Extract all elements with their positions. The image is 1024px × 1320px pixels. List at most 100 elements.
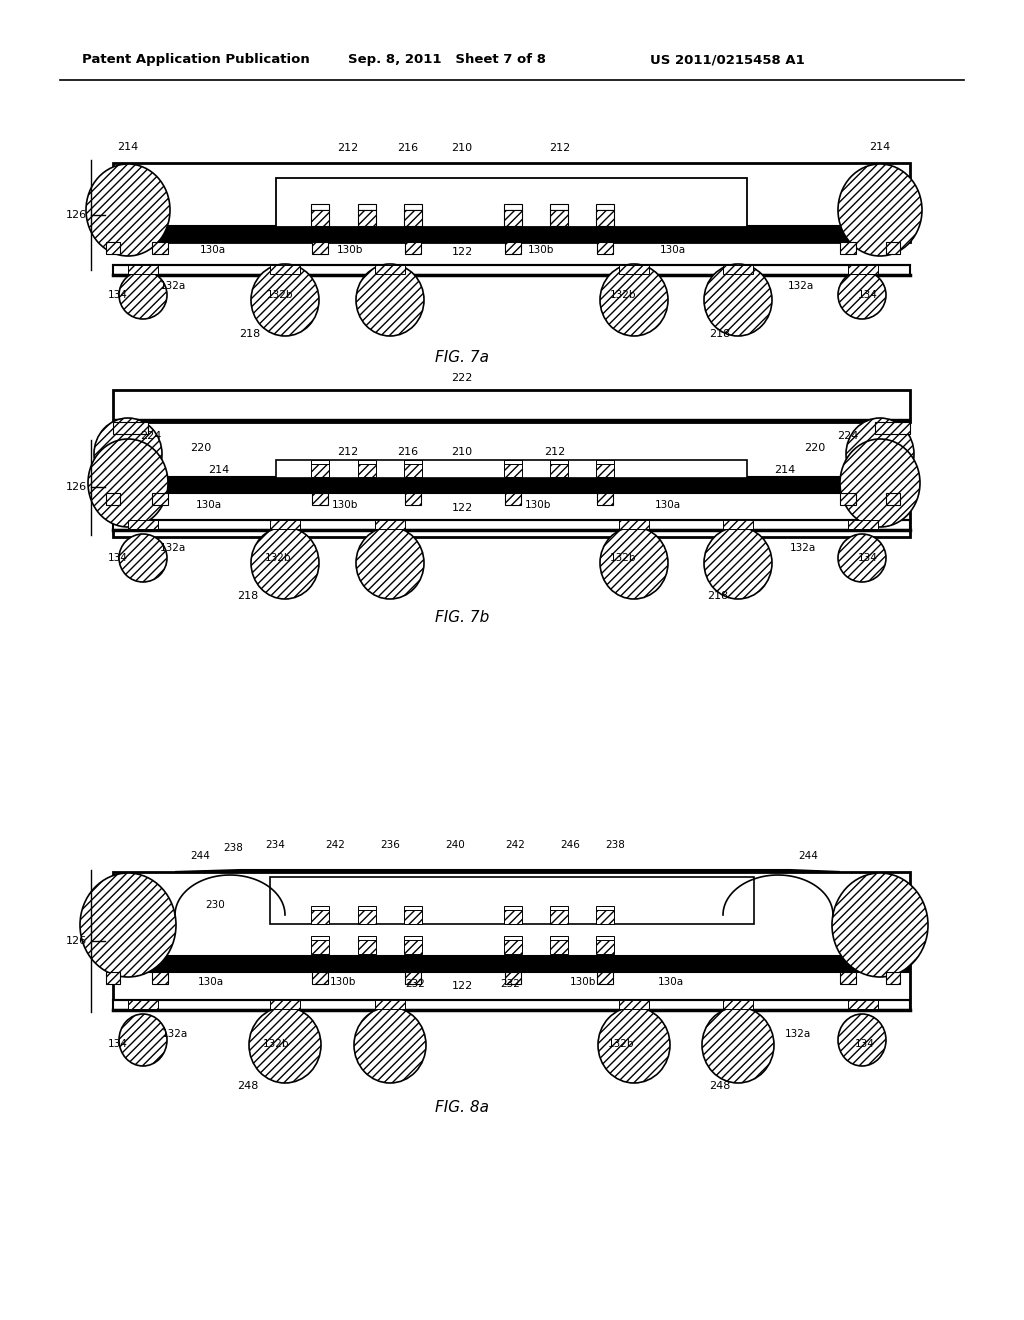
Bar <box>550 936 568 940</box>
Ellipse shape <box>838 271 886 319</box>
Bar <box>404 210 422 226</box>
Ellipse shape <box>838 535 886 582</box>
Text: US 2011/0215458 A1: US 2011/0215458 A1 <box>650 54 805 66</box>
Bar <box>618 1001 649 1008</box>
Text: 220: 220 <box>804 444 825 453</box>
Bar <box>404 465 422 477</box>
Text: 242: 242 <box>325 840 345 850</box>
Bar <box>840 972 856 983</box>
Bar <box>848 265 878 275</box>
Bar <box>404 909 422 924</box>
Text: 122: 122 <box>452 503 473 513</box>
Text: 130b: 130b <box>332 500 358 510</box>
Bar <box>504 465 522 477</box>
Bar <box>723 520 753 529</box>
Text: Patent Application Publication: Patent Application Publication <box>82 54 309 66</box>
Text: 230: 230 <box>205 900 224 909</box>
Text: 212: 212 <box>549 143 570 153</box>
Text: 216: 216 <box>397 143 419 153</box>
Bar <box>311 465 329 477</box>
Bar <box>113 162 910 242</box>
Text: 218: 218 <box>238 591 259 601</box>
Bar <box>152 972 168 983</box>
Bar <box>113 477 910 492</box>
Bar <box>723 1001 753 1008</box>
Bar <box>597 972 613 983</box>
Text: 242: 242 <box>505 840 525 850</box>
Ellipse shape <box>831 873 928 977</box>
Ellipse shape <box>600 264 668 337</box>
Text: 122: 122 <box>452 981 473 991</box>
Bar <box>311 906 329 909</box>
Text: FIG. 8a: FIG. 8a <box>435 1101 489 1115</box>
Bar <box>504 459 522 465</box>
Ellipse shape <box>846 418 914 490</box>
Bar <box>504 205 522 210</box>
Bar <box>840 242 856 253</box>
Bar <box>276 178 746 227</box>
Text: 132b: 132b <box>263 1039 290 1049</box>
Ellipse shape <box>119 535 167 582</box>
Text: 122: 122 <box>452 247 473 257</box>
Ellipse shape <box>94 418 162 490</box>
Bar <box>113 873 910 1008</box>
Text: 214: 214 <box>869 143 891 152</box>
Bar <box>311 210 329 226</box>
Text: 236: 236 <box>380 840 400 850</box>
Text: 134: 134 <box>109 553 128 564</box>
Bar <box>406 972 421 983</box>
Text: 130b: 130b <box>330 977 356 987</box>
Bar <box>404 936 422 940</box>
Bar <box>128 265 158 275</box>
Text: 134: 134 <box>858 290 878 300</box>
Bar <box>406 242 421 253</box>
Bar <box>106 242 120 253</box>
Text: 130a: 130a <box>198 977 224 987</box>
Text: 132a: 132a <box>160 543 186 553</box>
Ellipse shape <box>251 264 319 337</box>
Text: 130b: 130b <box>570 977 596 987</box>
Bar <box>404 205 422 210</box>
Bar <box>596 906 614 909</box>
Bar <box>106 972 120 983</box>
Bar <box>358 210 376 226</box>
Ellipse shape <box>705 264 772 337</box>
Bar <box>358 940 376 954</box>
Text: Sep. 8, 2011   Sheet 7 of 8: Sep. 8, 2011 Sheet 7 of 8 <box>348 54 546 66</box>
Text: 132b: 132b <box>267 290 294 300</box>
Text: 218: 218 <box>710 329 731 339</box>
Text: 132a: 132a <box>790 543 816 553</box>
Ellipse shape <box>354 1007 426 1082</box>
Bar <box>596 940 614 954</box>
Ellipse shape <box>356 264 424 337</box>
Bar <box>270 1001 300 1008</box>
Bar <box>128 520 158 529</box>
Text: 246: 246 <box>560 840 580 850</box>
Text: 216: 216 <box>397 447 419 457</box>
Text: 132a: 132a <box>785 1030 811 1039</box>
Text: 224: 224 <box>837 432 858 441</box>
Bar <box>311 936 329 940</box>
Bar <box>848 520 878 529</box>
Bar <box>106 492 120 506</box>
Bar <box>618 520 649 529</box>
Text: FIG. 7a: FIG. 7a <box>435 351 489 366</box>
Ellipse shape <box>598 1007 670 1082</box>
Text: 222: 222 <box>452 374 473 383</box>
Text: 244: 244 <box>798 851 818 861</box>
Text: 220: 220 <box>190 444 211 453</box>
Bar <box>113 520 910 531</box>
Text: 212: 212 <box>545 447 565 457</box>
Bar <box>550 210 568 226</box>
Text: 130b: 130b <box>337 246 364 255</box>
Bar <box>596 459 614 465</box>
Bar <box>152 242 168 253</box>
Bar <box>886 492 900 506</box>
Bar <box>840 492 856 506</box>
Ellipse shape <box>838 164 922 256</box>
Text: 134: 134 <box>858 553 878 564</box>
Bar <box>358 205 376 210</box>
Bar <box>358 906 376 909</box>
Bar <box>886 242 900 253</box>
Text: 214: 214 <box>774 465 795 475</box>
